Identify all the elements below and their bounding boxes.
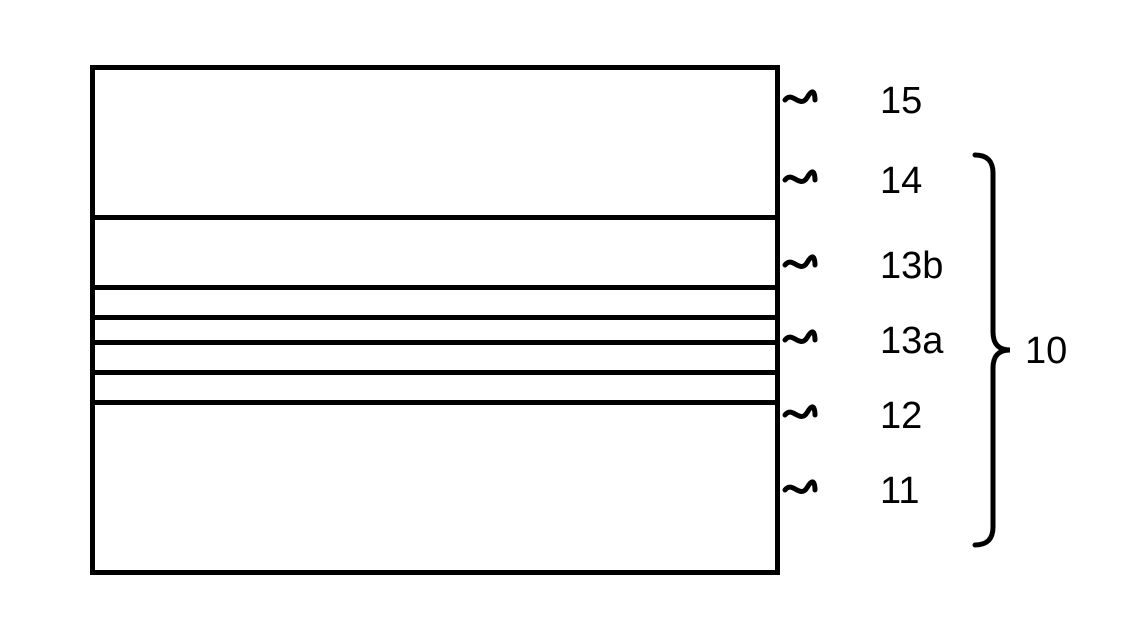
- label-11: 11: [880, 470, 919, 513]
- diagram-canvas: 15 14 13b 13a 12 11 10: [0, 0, 1137, 642]
- label-14: 14: [880, 160, 922, 203]
- brace-path: [975, 155, 1010, 545]
- label-15: 15: [880, 80, 922, 123]
- label-13a: 13a: [880, 320, 943, 363]
- label-13b: 13b: [880, 245, 943, 288]
- label-10: 10: [1025, 330, 1067, 373]
- group-brace: [0, 0, 1137, 642]
- label-12: 12: [880, 395, 922, 438]
